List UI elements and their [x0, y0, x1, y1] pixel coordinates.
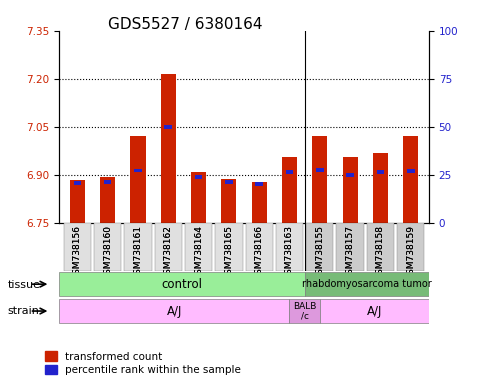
Bar — [70, 180, 85, 223]
Text: GSM738166: GSM738166 — [255, 225, 264, 280]
Bar — [346, 174, 354, 177]
FancyBboxPatch shape — [215, 223, 243, 271]
Bar — [407, 169, 415, 173]
Text: GDS5527 / 6380164: GDS5527 / 6380164 — [108, 17, 263, 32]
Text: GSM738164: GSM738164 — [194, 225, 203, 280]
Bar — [221, 179, 237, 223]
Text: GSM738160: GSM738160 — [103, 225, 112, 280]
Bar — [343, 157, 358, 223]
Bar — [165, 126, 172, 129]
Text: GSM738161: GSM738161 — [134, 225, 142, 280]
Bar — [225, 180, 233, 184]
Text: GSM738166: GSM738166 — [255, 225, 264, 280]
Text: GSM738165: GSM738165 — [224, 225, 233, 280]
FancyBboxPatch shape — [289, 299, 320, 323]
Text: GSM738163: GSM738163 — [285, 225, 294, 280]
Text: A/J: A/J — [167, 305, 182, 318]
Text: tissue: tissue — [7, 280, 40, 290]
FancyBboxPatch shape — [59, 299, 289, 323]
FancyBboxPatch shape — [185, 223, 212, 271]
FancyBboxPatch shape — [124, 223, 152, 271]
FancyBboxPatch shape — [64, 223, 91, 271]
Text: GSM738161: GSM738161 — [134, 225, 142, 280]
Bar — [282, 157, 297, 223]
Bar — [195, 175, 202, 179]
Bar — [373, 153, 388, 223]
FancyBboxPatch shape — [397, 223, 424, 271]
FancyBboxPatch shape — [155, 223, 182, 271]
Bar — [191, 172, 206, 223]
Bar — [316, 168, 323, 172]
Bar — [403, 136, 418, 223]
Text: GSM738165: GSM738165 — [224, 225, 233, 280]
Bar — [73, 181, 81, 185]
FancyBboxPatch shape — [337, 223, 364, 271]
Bar — [134, 169, 142, 172]
FancyBboxPatch shape — [94, 223, 121, 271]
Text: GSM738159: GSM738159 — [406, 225, 415, 280]
Text: GSM738162: GSM738162 — [164, 225, 173, 280]
Text: GSM738159: GSM738159 — [406, 225, 415, 280]
Bar — [100, 177, 115, 223]
Text: rhabdomyosarcoma tumor: rhabdomyosarcoma tumor — [302, 279, 432, 289]
Text: GSM738157: GSM738157 — [346, 225, 354, 280]
Text: GSM738156: GSM738156 — [73, 225, 82, 280]
Text: GSM738155: GSM738155 — [316, 225, 324, 280]
Bar — [312, 136, 327, 223]
Text: GSM738155: GSM738155 — [316, 225, 324, 280]
Bar — [130, 136, 145, 223]
Bar — [104, 180, 111, 184]
Bar — [377, 170, 384, 174]
Bar — [251, 182, 267, 223]
Text: GSM738160: GSM738160 — [103, 225, 112, 280]
Text: control: control — [161, 278, 203, 291]
FancyBboxPatch shape — [306, 223, 333, 271]
Text: GSM738158: GSM738158 — [376, 225, 385, 280]
Text: BALB
/c: BALB /c — [293, 302, 317, 320]
Bar — [286, 170, 293, 174]
FancyBboxPatch shape — [59, 272, 305, 296]
Text: GSM738156: GSM738156 — [73, 225, 82, 280]
FancyBboxPatch shape — [320, 299, 429, 323]
Legend: transformed count, percentile rank within the sample: transformed count, percentile rank withi… — [45, 351, 242, 375]
Text: GSM738162: GSM738162 — [164, 225, 173, 280]
Text: GSM738163: GSM738163 — [285, 225, 294, 280]
Bar — [161, 74, 176, 223]
FancyBboxPatch shape — [367, 223, 394, 271]
Text: GSM738157: GSM738157 — [346, 225, 354, 280]
Text: GSM738158: GSM738158 — [376, 225, 385, 280]
Text: GSM738164: GSM738164 — [194, 225, 203, 280]
FancyBboxPatch shape — [305, 272, 429, 296]
Bar — [255, 182, 263, 185]
Text: strain: strain — [7, 306, 39, 316]
FancyBboxPatch shape — [276, 223, 303, 271]
FancyBboxPatch shape — [246, 223, 273, 271]
Text: A/J: A/J — [367, 305, 382, 318]
